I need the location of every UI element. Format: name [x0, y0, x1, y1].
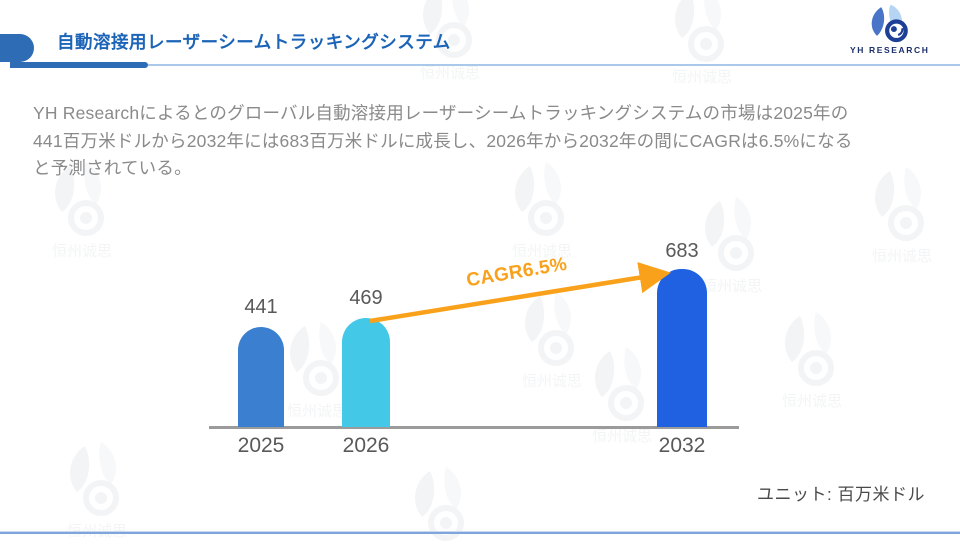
- bar-2025: [238, 327, 284, 427]
- title-underline-accent: [10, 62, 148, 68]
- watermark-icon: [400, 465, 484, 548]
- yh-research-logo-text: YH RESEARCH: [850, 45, 930, 55]
- footer-divider: [0, 531, 960, 534]
- page-title: 自動溶接用レーザーシームトラッキングシステム: [57, 32, 451, 52]
- watermark-icon: [510, 290, 594, 394]
- category-label-2026: 2026: [342, 434, 390, 457]
- category-label-2032: 2032: [658, 434, 706, 457]
- value-label-2026: 469: [349, 287, 383, 309]
- watermark-icon: [660, 0, 744, 90]
- yh-research-logo: YH RESEARCH: [850, 4, 930, 55]
- title-accent-tab: [0, 34, 34, 62]
- market-summary-text: YH Researchによるとのグローバル自動溶接用レーザーシームトラッキングシ…: [33, 103, 853, 178]
- header-divider: [148, 64, 960, 66]
- watermark-icon: [770, 310, 854, 414]
- yh-research-logo-icon: [871, 4, 908, 43]
- watermark-icon: [55, 440, 139, 544]
- category-label-2025: 2025: [237, 434, 285, 457]
- bar-2026: [342, 318, 390, 427]
- value-label-2025: 441: [244, 296, 278, 318]
- unit-label: ユニット: 百万米ドル: [757, 485, 925, 504]
- x-axis-line: [209, 426, 739, 429]
- cagr-annotation: CAGR6.5%: [464, 253, 569, 292]
- bar-2032: [657, 269, 707, 427]
- value-label-2032: 683: [665, 240, 699, 262]
